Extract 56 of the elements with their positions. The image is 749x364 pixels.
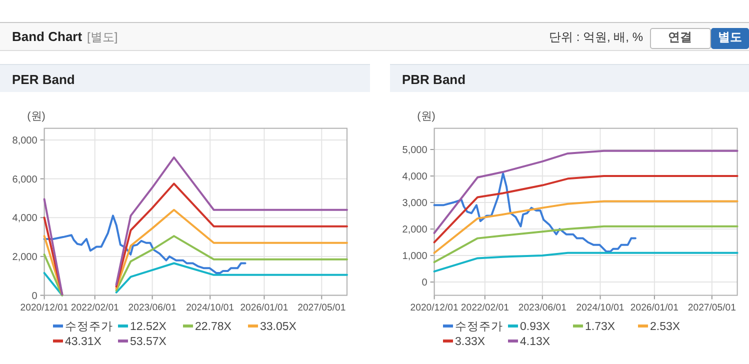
- legend-label: 1.73X: [585, 321, 616, 333]
- legend-label: 22.78X: [195, 321, 232, 333]
- y-tick-label: 8,000: [12, 135, 38, 146]
- line-series: [433, 252, 738, 272]
- legend-label: 수정주가: [65, 321, 113, 333]
- chart-title: PBR Band: [402, 72, 466, 87]
- y-tick-label: 0: [32, 290, 38, 302]
- x-tick-label: 2026/01/01: [240, 302, 288, 314]
- legend-label: 4.13X: [520, 336, 550, 348]
- y-tick-label: 5,000: [402, 145, 428, 156]
- x-tick-label: 2024/10/01: [186, 302, 234, 314]
- line-series: [433, 172, 636, 253]
- x-tick-label: 2022/02/01: [460, 302, 509, 314]
- line-series: [433, 225, 738, 264]
- x-tick-label: 2027/05/01: [298, 302, 346, 314]
- legend-label: 33.05X: [260, 321, 297, 333]
- text: Band Chart: [12, 29, 83, 44]
- y-tick-label: 0: [422, 278, 428, 289]
- line-series: [115, 235, 348, 292]
- legend-label: 2.53X: [650, 321, 680, 333]
- line-series: [433, 175, 738, 244]
- y-tick-label: 2,000: [402, 224, 428, 236]
- y-tick-label: 6,000: [12, 174, 38, 186]
- line-series: [115, 262, 348, 294]
- text: 단위 : 억원, 배, %: [548, 30, 644, 44]
- legend-label: 0.93X: [520, 321, 550, 333]
- x-tick-label: 2023/06/01: [128, 302, 176, 314]
- legend-label: 3.33X: [455, 336, 486, 348]
- legend-label: 43.31X: [65, 336, 102, 348]
- line-series: [433, 150, 738, 234]
- line-series: [115, 182, 348, 288]
- y-axis-title: (원): [27, 110, 46, 122]
- y-tick-label: 1,000: [402, 251, 428, 262]
- x-tick-label: 2027/05/01: [688, 302, 736, 314]
- line-series: [115, 156, 348, 286]
- line-series: [433, 200, 738, 254]
- y-tick-label: 4,000: [12, 213, 38, 224]
- text: [별도]: [87, 30, 118, 44]
- x-tick-label: 2022/02/01: [70, 302, 119, 314]
- x-tick-label: 2023/06/01: [518, 302, 566, 314]
- x-tick-label: 2020/12/01: [20, 302, 68, 314]
- text: 별도: [718, 30, 742, 44]
- x-tick-label: 2026/01/01: [630, 302, 678, 314]
- y-axis-title: (원): [417, 110, 436, 122]
- x-tick-label: 2020/12/01: [410, 302, 458, 314]
- y-tick-label: 3,000: [402, 198, 428, 210]
- chart-title: PER Band: [12, 72, 75, 87]
- text: 연결: [668, 30, 692, 44]
- y-tick-label: 2,000: [12, 252, 38, 263]
- legend-label: 53.57X: [130, 336, 167, 348]
- line-series: [115, 208, 348, 290]
- line-series: [43, 214, 246, 274]
- y-tick-label: 4,000: [402, 172, 428, 183]
- x-tick-label: 2024/10/01: [576, 302, 624, 314]
- legend-label: 수정주가: [455, 321, 503, 333]
- legend-label: 12.52X: [130, 321, 167, 333]
